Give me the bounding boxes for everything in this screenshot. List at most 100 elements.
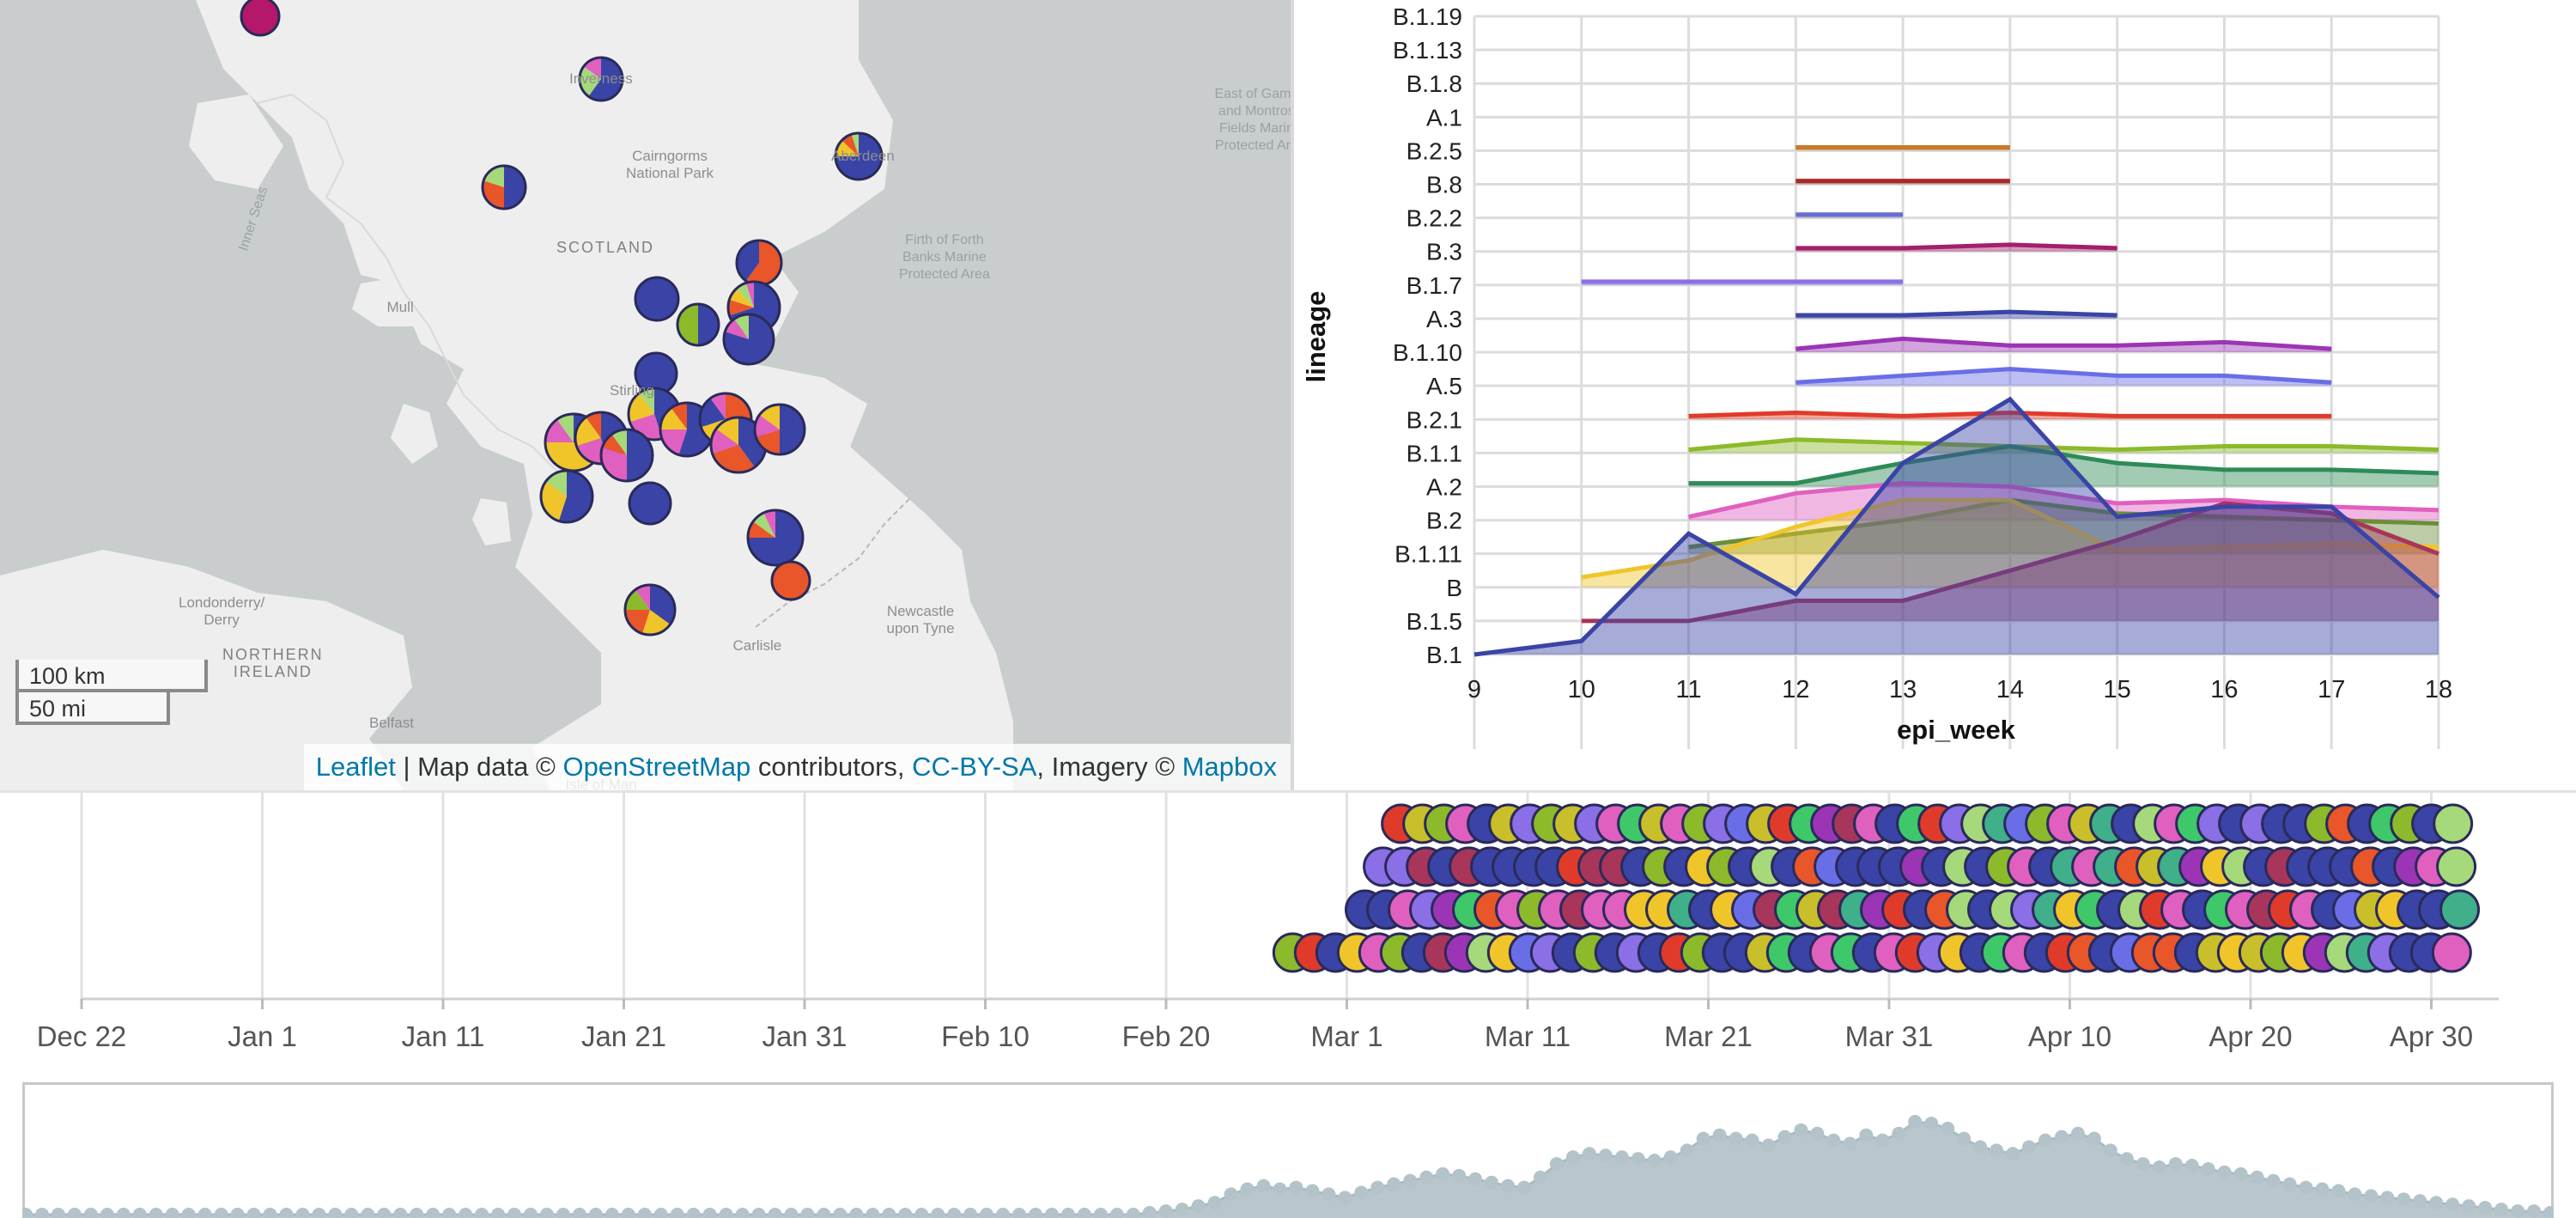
pie-edin-a-slice-2 <box>700 398 726 428</box>
brush-point <box>1485 1175 1499 1190</box>
ridge-line-B.1.10[interactable] <box>1795 336 2332 351</box>
ytick-B.3: B.3 <box>1426 239 1462 265</box>
pie-borders[interactable] <box>746 509 805 567</box>
map-label-northern-ireland: NORTHERN IRELAND <box>222 646 324 680</box>
brush-point <box>1924 1116 1939 1130</box>
ridge-line-B[interactable] <box>1581 497 2439 580</box>
brush-point <box>132 1208 147 1218</box>
ridge-line-B.3[interactable] <box>1795 242 2117 251</box>
pie-edin-c-slice-0 <box>780 405 805 454</box>
brush-point <box>2184 1159 2199 1173</box>
brush-point <box>393 1208 408 1218</box>
pie-inverness[interactable] <box>578 56 624 102</box>
timeline-brush[interactable] <box>22 1082 2554 1218</box>
xtick-15: 15 <box>2104 676 2131 703</box>
brush-point <box>1029 1208 1042 1218</box>
brush-point <box>2054 1130 2069 1144</box>
border-line <box>755 497 911 628</box>
pie-fife[interactable] <box>722 313 775 366</box>
ridge-line-B.1.1[interactable] <box>1688 437 2439 452</box>
brush-point <box>849 1208 864 1218</box>
pie-livingston[interactable] <box>659 401 715 458</box>
brush-point <box>2087 1131 2101 1146</box>
ytick-B.1.13: B.1.13 <box>1393 37 1462 64</box>
coastline-detail <box>257 93 568 482</box>
brush-point <box>1728 1131 1743 1146</box>
panel-divider-horizontal[interactable] <box>0 790 2576 793</box>
pie-lanark[interactable] <box>628 481 672 526</box>
pie-fortwilliam[interactable] <box>481 164 527 210</box>
pie-edin-c[interactable] <box>753 403 806 456</box>
map-panel[interactable]: Inner Seas Inverness Cairngorms National P… <box>0 0 1291 790</box>
ridge-line-A.2[interactable] <box>1688 444 2439 486</box>
xtick-18: 18 <box>2425 676 2452 703</box>
brush-point <box>1680 1143 1694 1158</box>
ridge-line-A.5[interactable] <box>1795 367 2332 385</box>
pie-dumfries-slice-2 <box>625 610 650 634</box>
brush-point <box>980 1208 994 1218</box>
pie-glasgow-s-outline <box>599 428 654 483</box>
brush-points <box>22 1115 2554 1218</box>
pie-ayr[interactable] <box>539 469 594 524</box>
timeline-svg: Dec 22 Jan 1 Jan 11 Jan 21 Jan 31 Feb 10 Feb 2… <box>37 793 2499 1052</box>
ridge-line-B.1.5[interactable] <box>1581 501 2439 624</box>
pie-dumfries[interactable] <box>623 583 677 636</box>
pie-edinburgh[interactable] <box>709 416 768 474</box>
brush-point <box>410 1208 424 1218</box>
ridge-area-B.1[interactable] <box>1474 399 2439 655</box>
ridge-line-B.1.11[interactable] <box>1688 497 2439 550</box>
pie-orkney[interactable] <box>240 0 281 37</box>
brush-point <box>719 1208 733 1218</box>
pie-perth[interactable] <box>634 276 680 322</box>
brush-point <box>1761 1138 1776 1153</box>
brush-point <box>1012 1208 1027 1218</box>
sample-dot[interactable] <box>2433 803 2474 844</box>
ccbysa-link[interactable]: CC-BY-SA <box>912 752 1037 782</box>
pie-dundee-a[interactable] <box>735 239 783 287</box>
panel-divider-vertical[interactable] <box>1291 0 1294 790</box>
brush-point <box>882 1208 896 1218</box>
sample-dot[interactable] <box>2436 846 2477 887</box>
brush-point <box>931 1208 945 1218</box>
osm-link[interactable]: OpenStreetMap <box>562 752 751 782</box>
brush-point <box>963 1208 978 1218</box>
ytick-B.2.5: B.2.5 <box>1406 137 1462 164</box>
attr-sep2: contributors, <box>750 752 913 782</box>
ridge-line-B.1[interactable] <box>1473 396 2440 657</box>
brush-svg[interactable] <box>22 1082 2554 1218</box>
sample-dot[interactable] <box>2439 889 2481 930</box>
ridge-line-A.3[interactable] <box>1795 309 2117 318</box>
pie-aberdeen[interactable] <box>834 131 884 181</box>
brush-point <box>1810 1126 1825 1141</box>
ridge-area-A.2[interactable] <box>1688 446 2439 487</box>
ridge-area-B[interactable] <box>1581 500 2439 588</box>
pie-borders-outline <box>746 509 805 567</box>
pie-borders2[interactable] <box>770 560 811 601</box>
map-canvas[interactable] <box>0 0 1291 790</box>
brush-point <box>1403 1173 1418 1188</box>
ridge-area-B.1.5[interactable] <box>1581 503 2439 621</box>
ttick-3: Jan 21 <box>581 1020 666 1052</box>
brush-point <box>833 1208 848 1218</box>
leaflet-link[interactable]: Leaflet <box>315 752 396 782</box>
pie-glasgow-s[interactable] <box>599 428 654 483</box>
ttick-10: Mar 31 <box>1845 1020 1934 1052</box>
ridge-line-B.2.1[interactable] <box>1688 410 2332 418</box>
brush-point <box>1696 1131 1710 1146</box>
brush-point <box>1565 1150 1580 1165</box>
brush-point <box>2201 1161 2215 1176</box>
xtick-14: 14 <box>1996 676 2024 703</box>
brush-point <box>22 1208 33 1218</box>
ridge-area-A.5[interactable] <box>1795 368 2332 387</box>
mapbox-link[interactable]: Mapbox <box>1182 752 1277 782</box>
brush-point <box>2217 1165 2232 1179</box>
pie-perth2[interactable] <box>676 302 720 347</box>
brush-point <box>1826 1133 1841 1148</box>
pie-borders2-outline <box>770 560 811 601</box>
pie-glasgow-slice-3 <box>586 412 601 438</box>
pie-livingston-slice-1 <box>660 429 687 455</box>
sample-dot[interactable] <box>2431 932 2472 973</box>
map-label-stirling: Stirling <box>610 382 654 399</box>
brush-point <box>1549 1157 1564 1172</box>
brush-point <box>2527 1204 2542 1218</box>
